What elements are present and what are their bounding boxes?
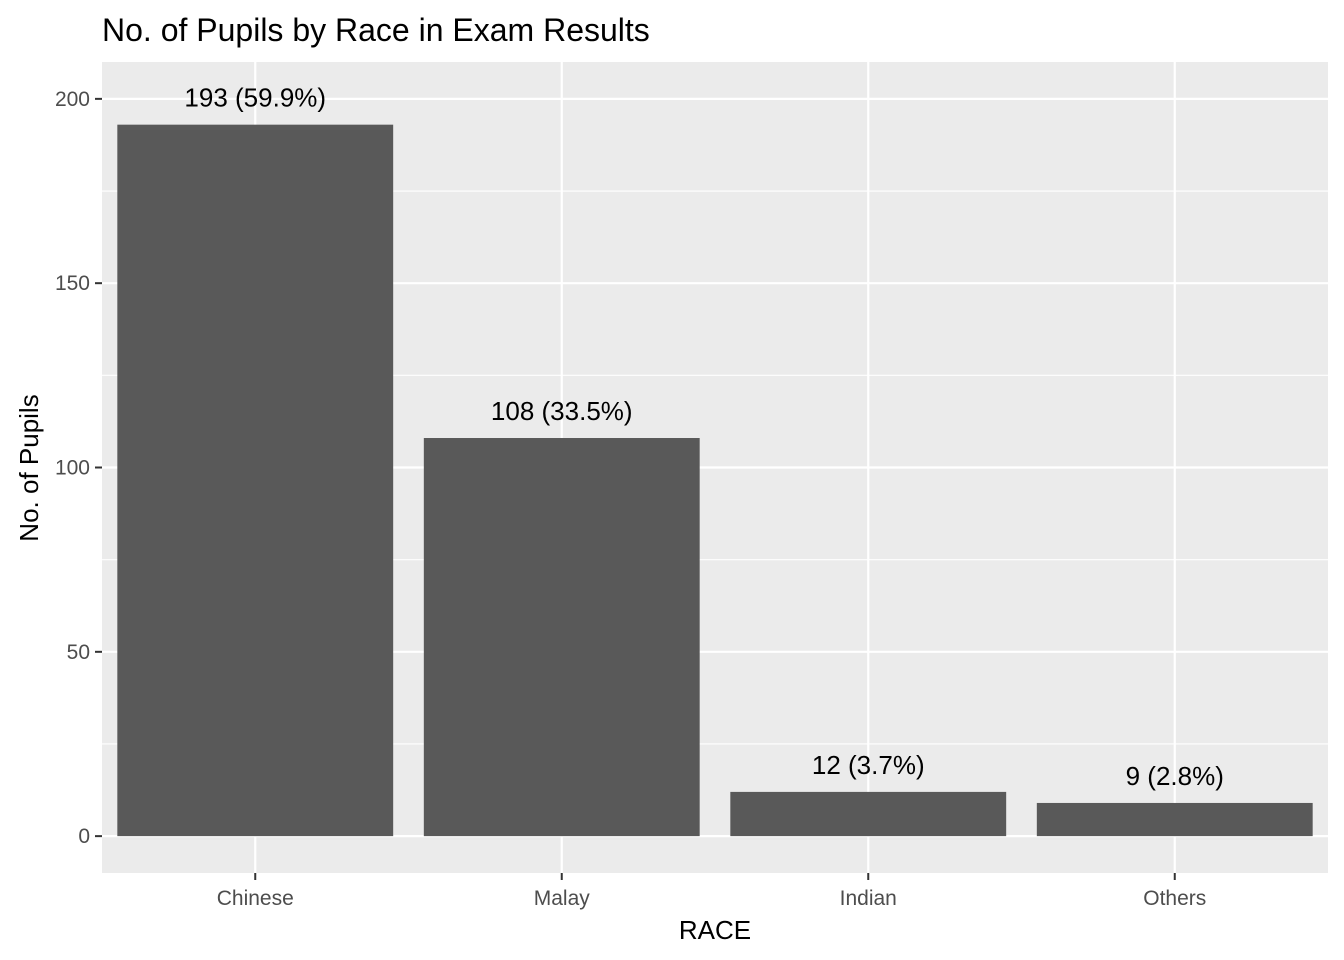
x-tick-label: Malay: [534, 887, 591, 910]
data-label-others: 9 (2.8%): [1126, 761, 1224, 791]
y-tick-label: 200: [55, 88, 90, 111]
y-tick-label: 100: [55, 457, 90, 480]
data-label-indian: 12 (3.7%): [812, 750, 925, 780]
chart-title: No. of Pupils by Race in Exam Results: [102, 12, 650, 48]
y-tick-label: 0: [78, 825, 90, 848]
bars: [117, 124, 1313, 837]
y-tick-label: 150: [55, 272, 90, 295]
y-axis: 0 50 100 150 200: [55, 88, 102, 848]
bar-data-labels: 193 (59.9%) 108 (33.5%) 12 (3.7%) 9 (2.8%): [184, 83, 1223, 791]
x-axis-title: RACE: [679, 915, 751, 945]
x-tick-label: Chinese: [217, 887, 294, 910]
data-label-malay: 108 (33.5%): [491, 396, 633, 426]
y-tick-label: 50: [67, 641, 90, 664]
x-tick-label: Indian: [840, 887, 897, 910]
bar-malay: [423, 438, 700, 837]
x-tick-label: Others: [1143, 887, 1206, 910]
x-axis: Chinese Malay Indian Others: [217, 873, 1206, 910]
bar-others: [1036, 802, 1313, 837]
bar-indian: [730, 791, 1007, 837]
bar-chinese: [117, 124, 394, 837]
data-label-chinese: 193 (59.9%): [184, 83, 326, 113]
y-axis-title: No. of Pupils: [14, 394, 44, 541]
